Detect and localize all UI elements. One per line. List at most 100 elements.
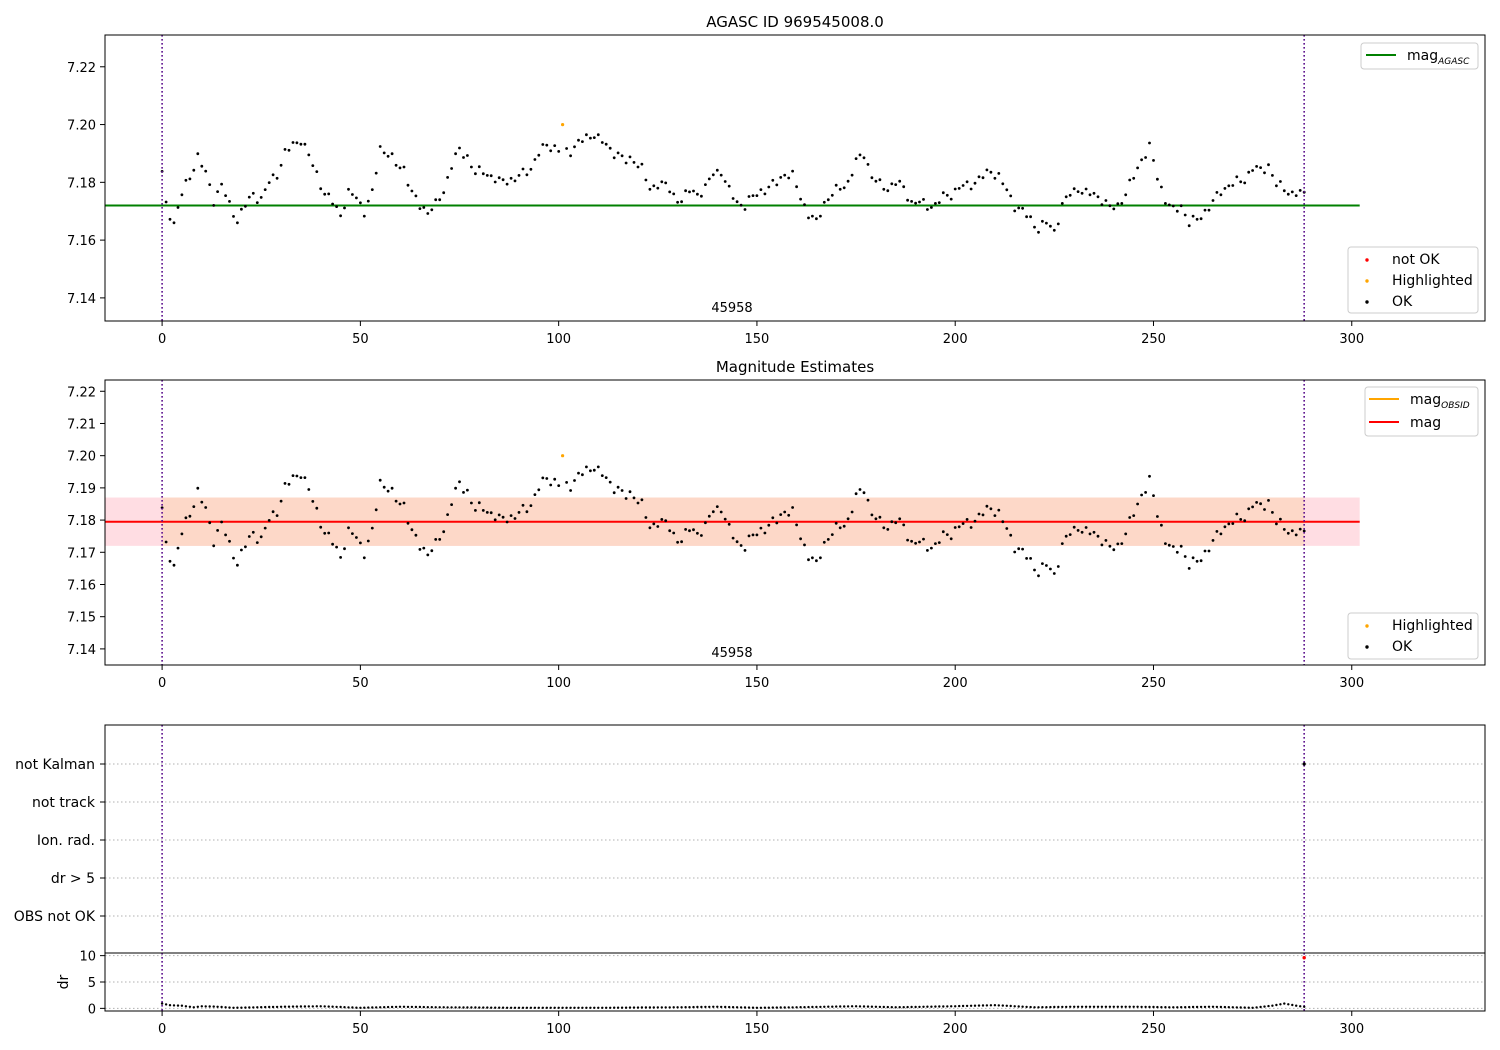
data-point-ok — [541, 143, 545, 146]
data-point-ok — [430, 549, 434, 553]
x-tick-label: 50 — [352, 332, 369, 347]
data-point-ok — [600, 474, 604, 477]
data-point-ok — [910, 200, 913, 203]
dr-point — [1049, 1005, 1052, 1009]
data-point-ok — [1064, 534, 1068, 538]
dr-point — [735, 1006, 739, 1009]
dr-point — [783, 1006, 786, 1009]
dr-point — [890, 1006, 893, 1009]
data-point-ok — [577, 138, 580, 142]
data-point-ok — [378, 145, 382, 148]
data-point-ok — [1179, 544, 1183, 548]
dr-point — [609, 1006, 612, 1009]
dr-point — [632, 1006, 636, 1009]
dr-point — [914, 1005, 917, 1009]
dr-point — [402, 1005, 406, 1008]
data-point-ok — [585, 133, 588, 137]
data-point-ok — [573, 479, 576, 482]
data-point-ok — [922, 198, 925, 201]
data-point-ok — [1267, 163, 1270, 167]
data-point-ok — [850, 510, 854, 514]
data-point-ok — [862, 156, 866, 160]
data-point-ok — [981, 176, 985, 180]
data-point-ok — [279, 163, 283, 167]
data-point-ok — [953, 526, 957, 529]
data-point-ok — [1279, 180, 1282, 183]
legend-marker-highlighted — [1365, 279, 1369, 283]
data-point-ok — [914, 201, 917, 205]
dr-point — [1021, 1005, 1024, 1008]
dr-point — [696, 1005, 699, 1009]
dr-point — [474, 1006, 477, 1009]
data-point-ok — [711, 510, 715, 514]
dr-point — [708, 1005, 711, 1009]
data-point-ok — [684, 528, 687, 531]
dr-point — [791, 1006, 794, 1009]
data-point-ok — [719, 173, 723, 177]
dr-point — [926, 1005, 929, 1008]
dr-point — [858, 1005, 862, 1008]
data-point-ok — [244, 204, 247, 208]
dr-point — [335, 1005, 338, 1009]
data-point-ok — [620, 154, 624, 158]
data-point-ok — [830, 193, 834, 197]
x-tick-label: 0 — [158, 676, 166, 691]
data-point-ok — [1167, 543, 1171, 547]
dr-point — [561, 1006, 564, 1009]
data-point-ok — [335, 545, 338, 549]
data-point-ok — [529, 167, 533, 171]
data-point-ok — [886, 528, 890, 531]
dr-point — [958, 1004, 961, 1008]
dr-point — [787, 1006, 790, 1009]
data-point-ok — [1120, 202, 1124, 205]
legend-label-ok: OK — [1392, 294, 1413, 310]
dr-point — [406, 1005, 410, 1009]
data-point-ok — [200, 500, 204, 504]
dr-point — [854, 1005, 858, 1008]
data-point-ok — [600, 141, 604, 144]
x-tick-label: 0 — [158, 1022, 166, 1037]
data-point-ok — [549, 483, 553, 487]
dr-point — [1275, 1003, 1278, 1007]
data-point-ok — [497, 176, 501, 180]
data-point-ok — [779, 513, 783, 516]
data-point-ok — [1064, 195, 1068, 199]
dr-point — [573, 1006, 576, 1009]
data-point-ok — [164, 200, 168, 204]
data-point-ok — [398, 166, 402, 170]
data-point-ok — [1203, 208, 1207, 212]
dr-point — [831, 1005, 834, 1008]
data-point-ok — [961, 522, 965, 525]
dr-point — [894, 1006, 897, 1009]
data-point-ok — [188, 514, 192, 518]
y-tick-label: 7.16 — [67, 578, 96, 593]
dr-point — [1045, 1006, 1048, 1009]
data-point-ok — [236, 563, 239, 567]
data-point-ok — [251, 530, 255, 534]
flag-label-ion-rad: Ion. rad. — [37, 833, 95, 849]
data-point-ok — [707, 514, 711, 518]
dr-point — [1100, 1005, 1104, 1008]
dr-point — [961, 1004, 965, 1008]
dr-point — [882, 1005, 885, 1009]
dr-point — [965, 1004, 969, 1008]
data-point-ok — [192, 168, 196, 172]
data-point-ok — [398, 502, 402, 506]
data-point-ok — [1183, 555, 1187, 558]
dr-point — [1104, 1005, 1108, 1008]
data-point-ok — [509, 176, 513, 180]
dr-point — [775, 1006, 778, 1009]
data-point-ok — [1286, 192, 1290, 196]
data-point-ok — [628, 155, 632, 159]
data-point-ok — [616, 151, 620, 155]
data-point-ok — [981, 513, 985, 517]
dr-point — [279, 1005, 283, 1008]
data-point-ok — [696, 531, 699, 535]
dr-point — [525, 1006, 529, 1009]
dr-point — [759, 1006, 763, 1009]
data-point-ok — [751, 194, 755, 198]
dr-point — [1076, 1005, 1080, 1008]
data-point-ok — [176, 546, 180, 550]
data-point-ok — [787, 513, 791, 517]
dr-point — [490, 1006, 493, 1009]
